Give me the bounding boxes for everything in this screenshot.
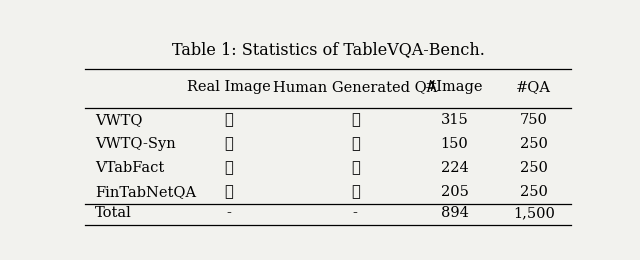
Text: 250: 250 (520, 137, 548, 151)
Text: 150: 150 (440, 137, 468, 151)
Text: #QA: #QA (516, 80, 551, 94)
Text: #Image: #Image (425, 80, 484, 94)
Text: ✗: ✗ (225, 161, 233, 175)
Text: VWTQ-Syn: VWTQ-Syn (95, 137, 175, 151)
Text: FinTabNetQA: FinTabNetQA (95, 185, 196, 199)
Text: Table 1: Statistics of TableVQA-Bench.: Table 1: Statistics of TableVQA-Bench. (172, 41, 484, 58)
Text: Total: Total (95, 206, 132, 220)
Text: Real Image: Real Image (187, 80, 271, 94)
Text: ✓: ✓ (351, 137, 360, 151)
Text: ✗: ✗ (225, 137, 233, 151)
Text: 224: 224 (440, 161, 468, 175)
Text: 205: 205 (440, 185, 468, 199)
Text: -: - (353, 206, 358, 220)
Text: 315: 315 (440, 113, 468, 127)
Text: 1,500: 1,500 (513, 206, 555, 220)
Text: Human Generated QA: Human Generated QA (273, 80, 438, 94)
Text: ✓: ✓ (225, 185, 233, 199)
Text: VTabFact: VTabFact (95, 161, 164, 175)
Text: 894: 894 (440, 206, 468, 220)
Text: ✓: ✓ (225, 113, 233, 127)
Text: 750: 750 (520, 113, 548, 127)
Text: ✗: ✗ (351, 185, 360, 199)
Text: ✓: ✓ (351, 113, 360, 127)
Text: 250: 250 (520, 161, 548, 175)
Text: -: - (227, 206, 231, 220)
Text: ✓: ✓ (351, 161, 360, 175)
Text: VWTQ: VWTQ (95, 113, 142, 127)
Text: 250: 250 (520, 185, 548, 199)
